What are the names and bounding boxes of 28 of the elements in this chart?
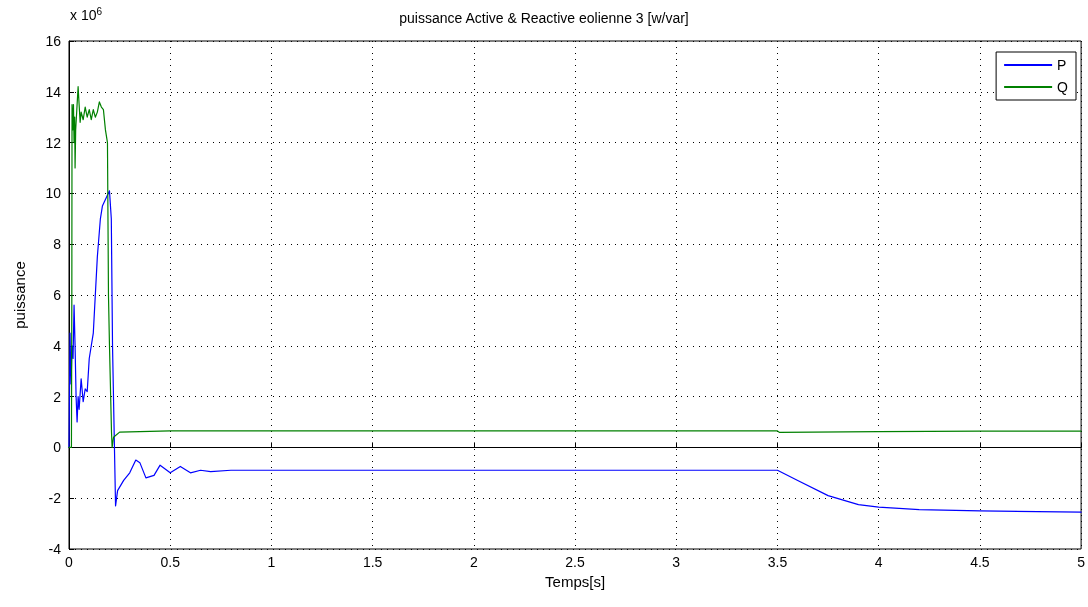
x-tick-label: 0.5: [160, 554, 181, 570]
y-tick-label: 16: [45, 33, 62, 49]
x-axis-title: Temps[s]: [545, 572, 606, 590]
x-tick-label: 1.5: [362, 554, 383, 570]
x-tick-label: 5: [1077, 554, 1086, 570]
x-tick-label: 3: [672, 554, 681, 570]
y-tick-label: 4: [53, 337, 62, 354]
x-tick-label: 0: [65, 554, 74, 570]
y-tick-label: -2: [48, 490, 62, 507]
y-tick-label: 0: [53, 439, 62, 456]
y-axis-title: puissance: [11, 261, 28, 329]
x-tick-label: 2: [469, 554, 478, 570]
y-tick-label: 10: [45, 185, 62, 202]
legend-label: Q: [1057, 79, 1069, 95]
y-tick-label: 12: [45, 134, 62, 151]
y-tick-label: 6: [53, 287, 62, 303]
y-tick-label: 2: [53, 388, 62, 405]
line-series: [68, 190, 1082, 513]
y-tick-label: 8: [53, 236, 62, 253]
y-tick-label: 14: [45, 83, 62, 100]
x-tick-label: 4.5: [970, 554, 990, 570]
legend-label: P: [1057, 57, 1067, 73]
chart-title: puissance Active & Reactive eolienne 3 [w/var]: [399, 10, 689, 26]
y-tick-label: -4: [48, 541, 62, 557]
x-tick-label: 3.5: [767, 554, 788, 570]
x-tick-label: 4: [874, 554, 883, 570]
x-tick-label: 1: [267, 554, 276, 570]
x-tick-label: 2.5: [565, 554, 585, 570]
